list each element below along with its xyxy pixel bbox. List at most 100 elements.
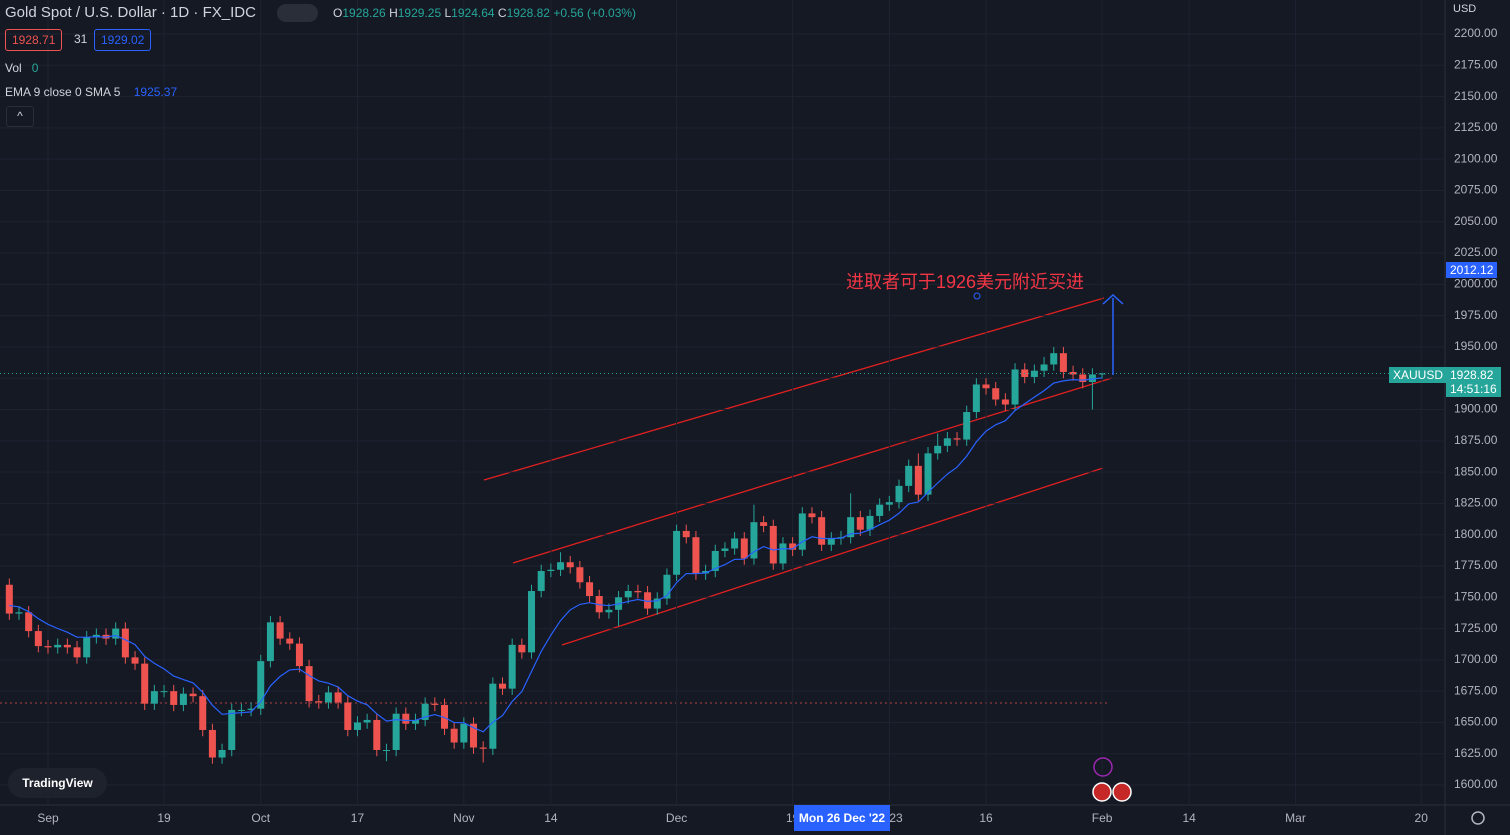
sell-button[interactable]: 1928.71	[5, 29, 63, 51]
x-tick-label: Mar	[1285, 811, 1306, 825]
candle-body	[460, 723, 468, 743]
y-tick-label: 1875.00	[1454, 433, 1498, 447]
candle-body	[1088, 374, 1096, 382]
y-tick-label: 2200.00	[1454, 26, 1498, 40]
candle-body	[566, 562, 574, 568]
currency[interactable]: USD	[1453, 3, 1477, 15]
candle-body	[576, 567, 584, 583]
candle-body	[199, 696, 207, 730]
candle-body	[653, 598, 661, 609]
y-tick-label: 1675.00	[1454, 683, 1498, 697]
candle-body	[847, 517, 855, 538]
candle-body	[392, 713, 400, 750]
candle-body	[866, 515, 874, 530]
candle-body	[112, 628, 120, 639]
candle-body	[54, 644, 62, 648]
candle-body	[876, 504, 884, 516]
event-icon[interactable]	[1093, 757, 1113, 777]
last-price: 1928.82	[1450, 368, 1494, 382]
close: 1928.82	[506, 6, 550, 20]
logo[interactable]: TradingView	[8, 768, 107, 798]
x-tick-label: 20	[1415, 811, 1429, 825]
candle-body	[895, 485, 903, 503]
candle-body	[924, 453, 932, 495]
y-tick-label: 2125.00	[1454, 120, 1498, 134]
candle-body	[992, 388, 1000, 400]
candle-body	[479, 747, 487, 749]
y-tick-label: 1850.00	[1454, 464, 1498, 478]
candle-body	[808, 513, 816, 518]
open: 1928.26	[342, 6, 386, 20]
ohlc: O1928.26 H1929.25 L1924.64 C1928.82 +0.5…	[333, 6, 636, 20]
candle-body	[537, 570, 545, 592]
y-tick-label: 1750.00	[1454, 589, 1498, 603]
candle-body	[276, 622, 284, 639]
y-tick-label: 1600.00	[1454, 777, 1498, 791]
collapse-button[interactable]: ^	[6, 106, 34, 127]
y-tick-label: 1775.00	[1454, 558, 1498, 572]
y-tick-label: 2100.00	[1454, 151, 1498, 165]
candle-body	[547, 569, 555, 571]
y-tick-label: 2050.00	[1454, 214, 1498, 228]
candle-body	[605, 609, 613, 613]
y-tick-label: 1650.00	[1454, 715, 1498, 729]
x-tick-label: Feb	[1092, 811, 1113, 825]
candle-body	[334, 692, 342, 703]
candle-body	[692, 537, 700, 574]
candle-body	[885, 502, 893, 505]
flag-icon[interactable]	[1112, 782, 1132, 802]
candle-body	[1079, 374, 1087, 382]
candle-body	[499, 683, 507, 689]
x-tick-label: 17	[351, 811, 365, 825]
y-tick-label: 1825.00	[1454, 496, 1498, 510]
candle-body	[972, 384, 980, 413]
candle-body	[663, 574, 671, 599]
x-tick-label: Dec	[666, 811, 687, 825]
y-tick-label: 1700.00	[1454, 652, 1498, 666]
candle-body	[286, 638, 294, 644]
candle-body	[295, 643, 303, 667]
arrow-head	[1102, 293, 1124, 305]
x-tick-label: Sep	[37, 811, 59, 825]
symbol-badge: XAUUSD	[1389, 367, 1448, 383]
candle-body	[402, 713, 410, 724]
candle-body	[914, 465, 922, 495]
x-tick-label: Nov	[453, 811, 474, 825]
candle-body	[63, 644, 71, 648]
candle-body	[44, 646, 52, 648]
y-tick-label: 1950.00	[1454, 339, 1498, 353]
label: Vol	[5, 61, 22, 75]
candle-body	[856, 517, 864, 530]
countdown: 14:51:16	[1450, 382, 1497, 396]
y-tick-label: 1975.00	[1454, 308, 1498, 322]
candle-body	[324, 692, 332, 703]
label: EMA 9 close 0 SMA 5	[5, 85, 121, 99]
x-tick-label: 14	[1182, 811, 1196, 825]
x-tick-label: Oct	[251, 811, 270, 825]
flag-icon[interactable]	[1092, 782, 1112, 802]
candle-body	[315, 701, 323, 703]
ema-line	[9, 377, 1103, 733]
candle-body	[15, 612, 23, 614]
candle-body	[624, 591, 632, 598]
target-badge: 2012.12	[1446, 262, 1498, 278]
candle-body	[373, 719, 381, 750]
status-pill	[277, 4, 318, 22]
candle-body	[83, 637, 91, 658]
candle-body	[943, 438, 951, 446]
candle-body	[760, 522, 768, 526]
settings-icon[interactable]	[1471, 811, 1485, 825]
candle-body	[179, 693, 187, 705]
candle-body	[160, 691, 168, 693]
candle-body	[141, 663, 149, 704]
candle-body	[740, 538, 748, 559]
candle-body	[489, 683, 497, 749]
candle-body	[266, 622, 274, 662]
candle-body	[25, 612, 33, 632]
buy-button[interactable]: 1929.02	[94, 29, 152, 51]
candle-body	[1001, 399, 1009, 405]
y-tick-label: 1625.00	[1454, 746, 1498, 760]
candle-body	[789, 543, 797, 550]
